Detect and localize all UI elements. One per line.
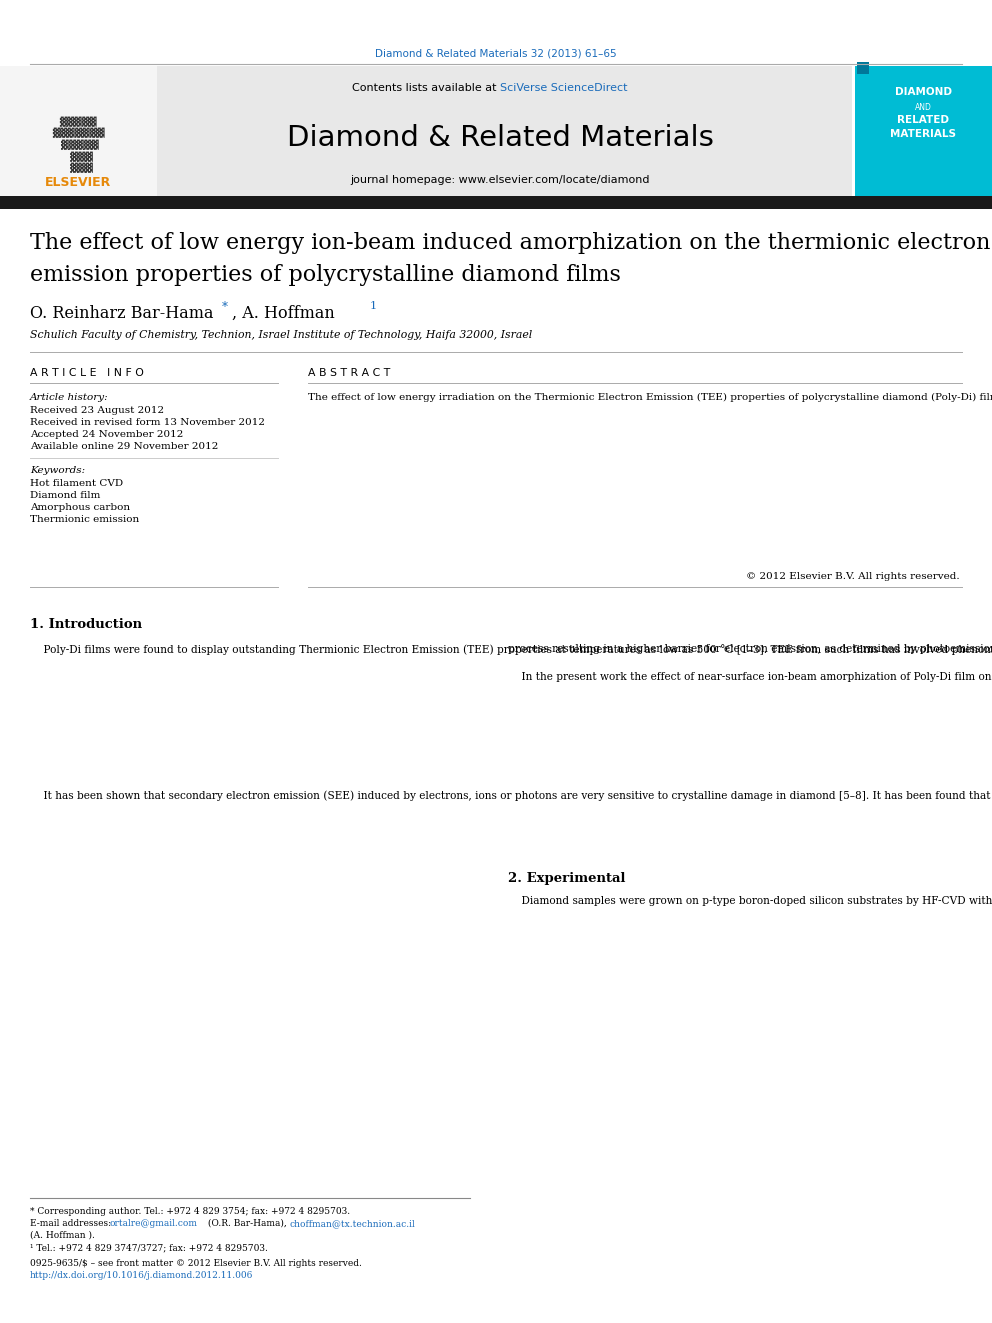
Text: ELSEVIER: ELSEVIER bbox=[45, 176, 111, 188]
Text: journal homepage: www.elsevier.com/locate/diamond: journal homepage: www.elsevier.com/locat… bbox=[350, 175, 650, 185]
Text: 2. Experimental: 2. Experimental bbox=[508, 872, 626, 885]
Text: © 2012 Elsevier B.V. All rights reserved.: © 2012 Elsevier B.V. All rights reserved… bbox=[746, 572, 960, 581]
Text: In the present work the effect of near-surface ion-beam amorphization of Poly-Di: In the present work the effect of near-s… bbox=[508, 672, 992, 681]
Text: MATERIALS: MATERIALS bbox=[890, 130, 956, 139]
Text: A R T I C L E   I N F O: A R T I C L E I N F O bbox=[30, 368, 144, 378]
Text: It has been shown that secondary electron emission (SEE) induced by electrons, i: It has been shown that secondary electro… bbox=[30, 790, 992, 800]
Text: process resulting in a higher barrier for electron emission, as determined by ph: process resulting in a higher barrier fo… bbox=[508, 644, 992, 654]
Text: RELATED: RELATED bbox=[897, 115, 949, 124]
Text: Keywords:: Keywords: bbox=[30, 466, 85, 475]
Text: Contents lists available at: Contents lists available at bbox=[352, 83, 500, 93]
Text: Diamond samples were grown on p-type boron-doped silicon substrates by HF-CVD wi: Diamond samples were grown on p-type bor… bbox=[508, 896, 992, 906]
Text: Schulich Faculty of Chemistry, Technion, Israel Institute of Technology, Haifa 3: Schulich Faculty of Chemistry, Technion,… bbox=[30, 329, 533, 340]
Text: Diamond & Related Materials 32 (2013) 61–65: Diamond & Related Materials 32 (2013) 61… bbox=[375, 48, 617, 58]
FancyBboxPatch shape bbox=[0, 196, 992, 209]
Text: (O.R. Bar-Hama),: (O.R. Bar-Hama), bbox=[205, 1218, 290, 1228]
Text: 0925-9635/$ – see front matter © 2012 Elsevier B.V. All rights reserved.: 0925-9635/$ – see front matter © 2012 El… bbox=[30, 1259, 362, 1267]
Text: Amorphous carbon: Amorphous carbon bbox=[30, 503, 130, 512]
Text: Hot filament CVD: Hot filament CVD bbox=[30, 479, 123, 488]
Text: Received 23 August 2012: Received 23 August 2012 bbox=[30, 406, 164, 415]
Text: Thermionic emission: Thermionic emission bbox=[30, 515, 139, 524]
Text: Diamond film: Diamond film bbox=[30, 491, 100, 500]
Text: * Corresponding author. Tel.: +972 4 829 3754; fax: +972 4 8295703.: * Corresponding author. Tel.: +972 4 829… bbox=[30, 1207, 350, 1216]
Text: Diamond & Related Materials: Diamond & Related Materials bbox=[287, 124, 713, 152]
Text: Received in revised form 13 November 2012: Received in revised form 13 November 201… bbox=[30, 418, 265, 427]
Text: Article history:: Article history: bbox=[30, 393, 109, 402]
FancyBboxPatch shape bbox=[0, 66, 852, 196]
Text: ▓▓▓▓▓
▓▓▓▓▓▓▓
 ▓▓▓▓▓
  ▓▓▓
  ▓▓▓: ▓▓▓▓▓ ▓▓▓▓▓▓▓ ▓▓▓▓▓ ▓▓▓ ▓▓▓ bbox=[52, 116, 104, 173]
Text: choffman@tx.technion.ac.il: choffman@tx.technion.ac.il bbox=[290, 1218, 416, 1228]
Text: 1. Introduction: 1. Introduction bbox=[30, 618, 142, 631]
Text: AND: AND bbox=[915, 102, 931, 111]
Text: http://dx.doi.org/10.1016/j.diamond.2012.11.006: http://dx.doi.org/10.1016/j.diamond.2012… bbox=[30, 1271, 253, 1279]
Text: O. Reinharz Bar-Hama: O. Reinharz Bar-Hama bbox=[30, 306, 218, 321]
Text: 1: 1 bbox=[370, 302, 377, 311]
Text: E-mail addresses:: E-mail addresses: bbox=[30, 1218, 114, 1228]
Text: The effect of low energy ion-beam induced amorphization on the thermionic electr: The effect of low energy ion-beam induce… bbox=[30, 232, 990, 254]
FancyBboxPatch shape bbox=[0, 66, 157, 196]
FancyBboxPatch shape bbox=[857, 62, 869, 74]
FancyBboxPatch shape bbox=[855, 66, 992, 196]
Text: Available online 29 November 2012: Available online 29 November 2012 bbox=[30, 442, 218, 451]
Text: ortalre@gmail.com: ortalre@gmail.com bbox=[109, 1218, 197, 1228]
Text: The effect of low energy irradiation on the Thermionic Electron Emission (TEE) p: The effect of low energy irradiation on … bbox=[308, 393, 992, 402]
Text: , A. Hoffman: , A. Hoffman bbox=[232, 306, 340, 321]
Text: Accepted 24 November 2012: Accepted 24 November 2012 bbox=[30, 430, 184, 439]
Text: (A. Hoffman ).: (A. Hoffman ). bbox=[30, 1230, 95, 1240]
Text: DIAMOND: DIAMOND bbox=[895, 87, 951, 97]
Text: *: * bbox=[222, 302, 228, 314]
Text: A B S T R A C T: A B S T R A C T bbox=[308, 368, 390, 378]
Text: ¹ Tel.: +972 4 829 3747/3727; fax: +972 4 8295703.: ¹ Tel.: +972 4 829 3747/3727; fax: +972 … bbox=[30, 1244, 268, 1252]
Text: Poly-Di films were found to display outstanding Thermionic Electron Emission (TE: Poly-Di films were found to display outs… bbox=[30, 644, 992, 655]
Text: SciVerse ScienceDirect: SciVerse ScienceDirect bbox=[500, 83, 628, 93]
Text: emission properties of polycrystalline diamond films: emission properties of polycrystalline d… bbox=[30, 265, 621, 286]
